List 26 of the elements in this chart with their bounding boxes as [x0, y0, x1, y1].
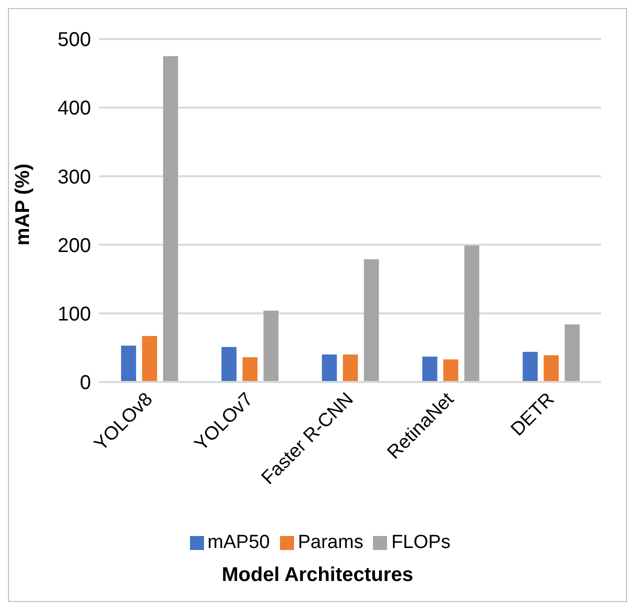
bar [342, 354, 358, 382]
bar [322, 354, 337, 382]
y-tick-label: 200 [58, 234, 91, 257]
bar [221, 347, 236, 382]
bar [121, 346, 136, 382]
y-axis-title: mAP (%) [12, 164, 34, 246]
x-axis-title: Model Architectures [220, 564, 414, 587]
legend-label: Params [298, 532, 364, 553]
bar [544, 355, 559, 382]
legend-label: FLOPs [391, 532, 450, 553]
bar [364, 259, 379, 382]
bar [464, 245, 480, 382]
y-tick-label: 0 [80, 372, 91, 394]
y-tick-label: 100 [58, 304, 91, 326]
bar [564, 324, 580, 382]
bar [522, 352, 538, 382]
bar [443, 359, 458, 382]
y-tick-label: 500 [58, 29, 91, 52]
bar [263, 310, 278, 382]
y-tick-label: 400 [58, 98, 91, 120]
bar [422, 356, 438, 382]
bar [242, 357, 258, 382]
y-tick-label: 300 [58, 166, 91, 188]
bar [142, 336, 158, 382]
bar [163, 56, 178, 382]
legend-label: mAP50 [208, 532, 270, 553]
